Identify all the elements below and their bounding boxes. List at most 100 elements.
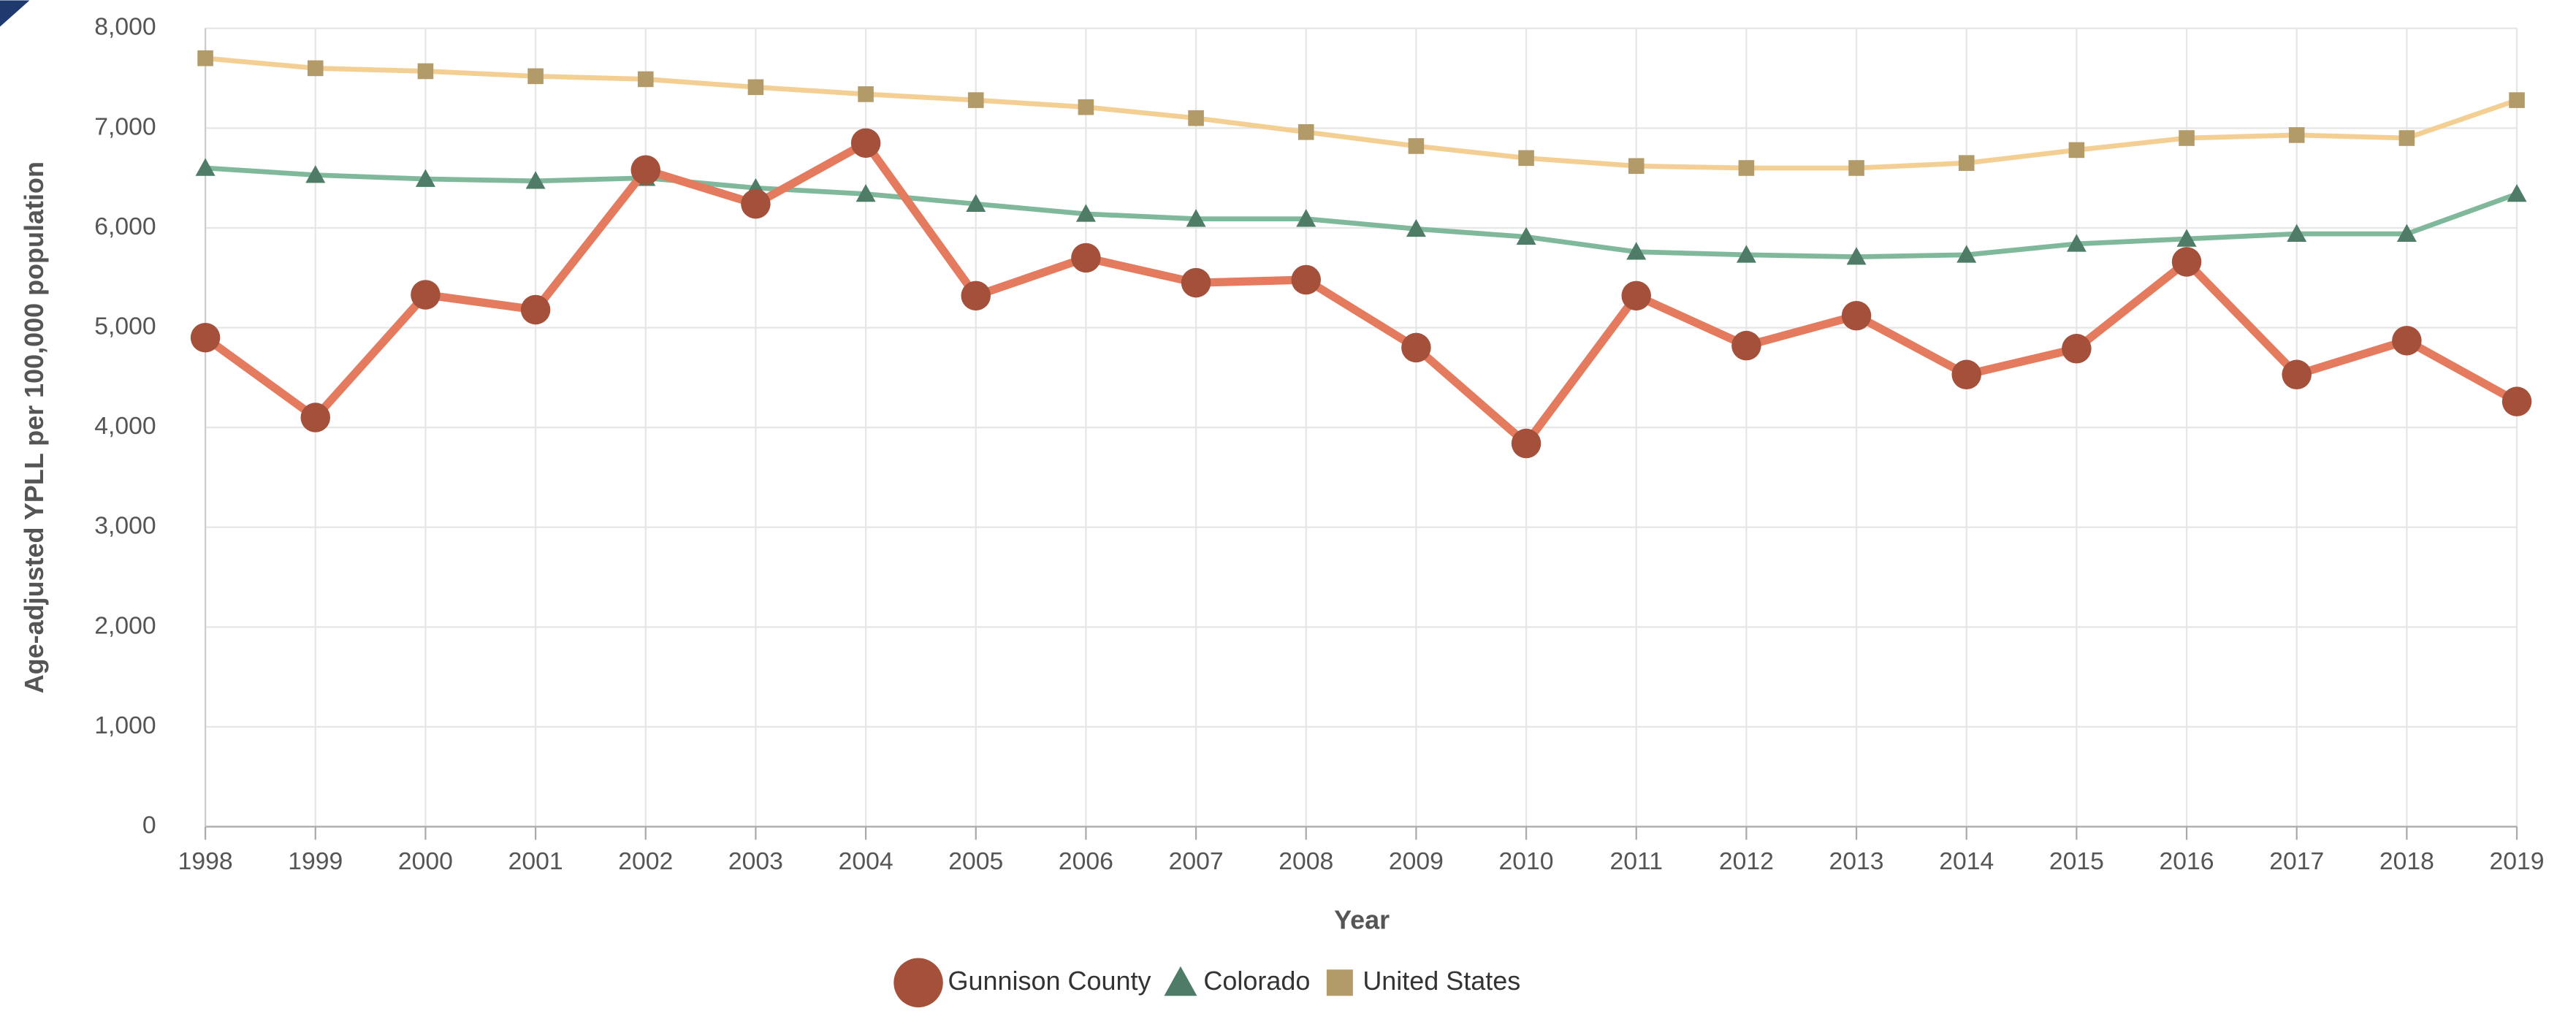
marker — [2066, 234, 2087, 252]
y-tick-label: 3,000 — [94, 512, 156, 540]
marker — [1408, 138, 1425, 154]
marker — [1075, 204, 1096, 222]
marker — [1181, 267, 1211, 298]
x-tick-label: 2008 — [1279, 847, 1333, 875]
x-tick-label: 2001 — [508, 847, 563, 875]
marker — [2501, 386, 2532, 416]
marker — [1188, 110, 1204, 126]
marker — [525, 171, 546, 189]
marker — [1291, 264, 1321, 295]
marker — [1078, 99, 1094, 115]
x-tick-label: 2009 — [1389, 847, 1444, 875]
marker — [1296, 209, 1316, 227]
series-line — [202, 137, 2519, 450]
marker — [195, 158, 216, 176]
x-tick-label: 1999 — [288, 847, 343, 875]
marker — [2396, 224, 2417, 242]
y-tick-label: 1,000 — [94, 711, 156, 739]
marker — [190, 322, 221, 353]
marker — [630, 155, 660, 185]
marker — [1848, 160, 1864, 176]
marker — [747, 79, 764, 96]
marker — [197, 50, 213, 66]
marker — [1406, 218, 1426, 237]
x-tick-label: 2006 — [1059, 847, 1113, 875]
marker — [2062, 334, 2092, 364]
marker — [856, 184, 876, 202]
x-tick-label: 2012 — [1719, 847, 1774, 875]
marker — [1841, 300, 1872, 331]
marker — [2282, 359, 2312, 390]
x-tick-label: 2016 — [2160, 847, 2214, 875]
legend-marker — [893, 958, 943, 1007]
marker — [2288, 127, 2305, 143]
y-tick-label: 6,000 — [94, 213, 156, 240]
marker — [305, 165, 326, 183]
marker — [1846, 247, 1867, 265]
marker — [2179, 130, 2195, 146]
x-tick-label: 2018 — [2379, 847, 2434, 875]
y-tick-label: 2,000 — [94, 611, 156, 639]
marker — [300, 403, 330, 432]
y-axis-label: Age-adjusted YPLL per 100,000 population — [19, 161, 49, 693]
x-tick-label: 2002 — [618, 847, 673, 875]
legend-label: Gunnison County — [948, 966, 1151, 996]
marker — [411, 280, 441, 310]
y-tick-label: 4,000 — [94, 412, 156, 440]
marker — [1511, 428, 1542, 459]
x-tick-label: 2005 — [948, 847, 1003, 875]
legend-marker — [1164, 966, 1197, 996]
x-tick-label: 2000 — [398, 847, 453, 875]
legend-marker — [1326, 969, 1353, 996]
marker — [1958, 155, 1975, 171]
series-line — [205, 165, 2518, 259]
x-tick-label: 2013 — [1829, 847, 1884, 875]
x-tick-label: 2007 — [1169, 847, 1224, 875]
marker — [1518, 150, 1534, 167]
y-tick-label: 0 — [142, 812, 156, 839]
marker — [961, 281, 991, 311]
marker — [1738, 160, 1755, 176]
marker — [415, 169, 435, 187]
legend-label: United States — [1363, 966, 1520, 996]
x-tick-label: 2015 — [2049, 847, 2104, 875]
marker — [2068, 142, 2085, 159]
legend-label: Colorado — [1203, 966, 1310, 996]
marker — [2392, 326, 2422, 356]
y-tick-label: 5,000 — [94, 312, 156, 340]
marker — [1186, 209, 1206, 227]
x-tick-label: 2003 — [728, 847, 783, 875]
marker — [1621, 281, 1651, 311]
y-tick-label: 8,000 — [94, 13, 156, 41]
marker — [2176, 229, 2197, 247]
marker — [527, 68, 544, 85]
marker — [637, 71, 654, 88]
marker — [966, 194, 986, 212]
marker — [1736, 245, 1756, 263]
marker — [307, 60, 324, 77]
marker — [741, 188, 771, 219]
marker — [1626, 242, 1647, 260]
corner-decoration — [0, 0, 30, 27]
marker — [2509, 92, 2525, 108]
y-tick-label: 7,000 — [94, 112, 156, 140]
marker — [1628, 158, 1645, 175]
x-tick-label: 2010 — [1499, 847, 1554, 875]
x-tick-label: 1998 — [178, 847, 233, 875]
marker — [1401, 332, 1431, 363]
marker — [2171, 247, 2202, 277]
x-tick-label: 2017 — [2269, 847, 2324, 875]
marker — [1297, 124, 1314, 140]
marker — [2398, 130, 2415, 146]
x-axis-label: Year — [1334, 905, 1390, 935]
x-tick-label: 2004 — [839, 847, 893, 875]
marker — [2287, 224, 2307, 242]
marker — [1956, 245, 1977, 263]
x-tick-label: 2014 — [1939, 847, 1994, 875]
x-tick-label: 2011 — [1609, 847, 1663, 875]
series-line — [205, 56, 2518, 171]
marker — [858, 86, 874, 102]
marker — [1071, 243, 1101, 273]
marker — [967, 92, 984, 108]
